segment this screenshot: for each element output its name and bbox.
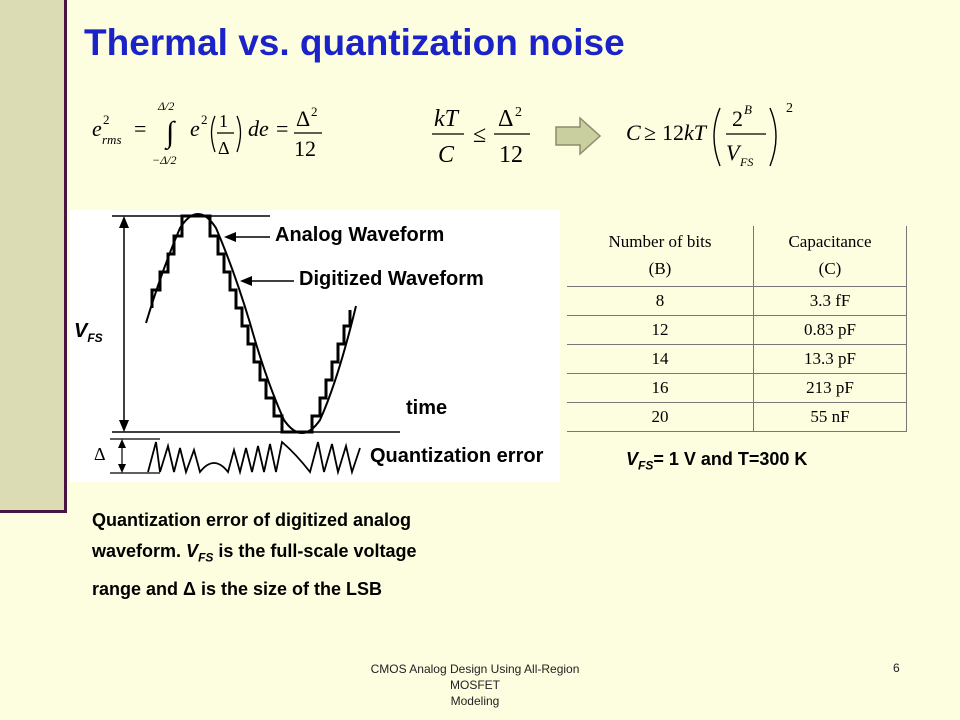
svg-text:e: e bbox=[92, 116, 102, 141]
svg-text:2: 2 bbox=[732, 106, 743, 131]
cell-bits: 8 bbox=[567, 286, 754, 316]
table-row: 14 13.3 pF bbox=[567, 344, 907, 374]
svg-text:2: 2 bbox=[103, 112, 110, 127]
digitized-waveform-label: Digitized Waveform bbox=[299, 268, 484, 290]
quantization-error-label: Quantization error bbox=[370, 445, 544, 467]
table-row: 8 3.3 fF bbox=[567, 286, 907, 316]
table-header-row: Number of bits (B) Capacitance (C) bbox=[567, 226, 907, 287]
svg-text:C: C bbox=[626, 120, 641, 145]
svg-text:Δ: Δ bbox=[296, 106, 310, 131]
bits-capacitance-table: Number of bits (B) Capacitance (C) 8 3.3 fF… bbox=[567, 226, 907, 432]
analog-waveform-label: Analog Waveform bbox=[275, 224, 445, 246]
caption-line-1: Quantization error of digitized analog bbox=[92, 510, 412, 530]
caption-line-3: range and Δ is the size of the LSB bbox=[92, 578, 382, 599]
svg-text:C: C bbox=[438, 142, 455, 168]
svg-text:12: 12 bbox=[499, 142, 523, 168]
svg-text:2: 2 bbox=[201, 112, 208, 127]
svg-text:2: 2 bbox=[311, 104, 318, 119]
svg-text:=: = bbox=[134, 116, 146, 141]
svg-text:Δ/2: Δ/2 bbox=[157, 99, 174, 113]
sidebar-divider-horizontal bbox=[0, 510, 67, 513]
table-row: 16 213 pF bbox=[567, 373, 907, 403]
svg-text:=: = bbox=[276, 116, 288, 141]
svg-text:e: e bbox=[190, 116, 200, 141]
svg-text:rms: rms bbox=[102, 132, 122, 147]
equation-capacitance: C ≥ 12 kT 2 B V FS 2 bbox=[620, 92, 830, 176]
svg-text:de: de bbox=[248, 116, 269, 141]
cell-bits: 12 bbox=[567, 315, 754, 345]
cell-cap: 13.3 pF bbox=[753, 344, 907, 374]
cell-cap: 213 pF bbox=[753, 373, 907, 403]
digitized-waveform bbox=[150, 214, 352, 434]
vfs-label: VFS bbox=[74, 320, 103, 345]
delta-label: Δ bbox=[94, 444, 106, 464]
figure-caption: Quantization error of digitized analog w… bbox=[92, 505, 552, 605]
svg-text:∫: ∫ bbox=[164, 116, 176, 151]
cell-bits: 14 bbox=[567, 344, 754, 374]
svg-text:Δ: Δ bbox=[498, 106, 513, 132]
conditions-note: VFS= 1 V and T=300 K bbox=[626, 449, 808, 473]
svg-text:2: 2 bbox=[515, 105, 522, 120]
quantization-error-trace bbox=[147, 440, 361, 476]
cell-bits: 20 bbox=[567, 402, 754, 432]
svg-text:≤: ≤ bbox=[473, 122, 486, 148]
svg-text:V: V bbox=[726, 140, 742, 165]
svg-text:12: 12 bbox=[662, 120, 684, 145]
svg-text:1: 1 bbox=[219, 111, 228, 131]
cell-cap: 3.3 fF bbox=[753, 286, 907, 316]
svg-text:−Δ/2: −Δ/2 bbox=[152, 153, 176, 167]
sidebar-band bbox=[0, 0, 64, 510]
svg-text:Δ: Δ bbox=[218, 138, 230, 158]
equation-erms: e 2 rms = Δ/2 ∫ −Δ/2 e 2 1 Δ de = Δ 2 12 bbox=[88, 92, 338, 172]
cell-cap: 0.83 pF bbox=[753, 315, 907, 345]
time-axis-label: time bbox=[406, 397, 448, 419]
equation-inequality: kT C ≤ Δ 2 12 bbox=[428, 96, 548, 176]
page-number: 6 bbox=[893, 661, 900, 675]
analog-waveform bbox=[145, 213, 357, 434]
sidebar-divider-vertical bbox=[64, 0, 67, 513]
quantization-figure: Analog Waveform Digitized Waveform VFS t… bbox=[70, 210, 560, 482]
header-capacitance: Capacitance (C) bbox=[753, 226, 907, 287]
svg-text:12: 12 bbox=[294, 136, 316, 161]
footer-text: CMOS Analog Design Using All-Region MOSF… bbox=[370, 662, 580, 708]
svg-text:kT: kT bbox=[434, 106, 460, 132]
waveform-diagram bbox=[110, 213, 400, 476]
caption-line-2: waveform. VFS is the full-scale voltage bbox=[92, 541, 417, 565]
table-row: 12 0.83 pF bbox=[567, 315, 907, 345]
header-bits: Number of bits (B) bbox=[567, 226, 754, 287]
table-row: 20 55 nF bbox=[567, 402, 907, 432]
right-arrow-icon bbox=[554, 116, 604, 156]
cell-cap: 55 nF bbox=[753, 402, 907, 432]
svg-text:≥: ≥ bbox=[644, 120, 656, 145]
svg-text:kT: kT bbox=[684, 120, 708, 145]
svg-text:FS: FS bbox=[739, 155, 753, 169]
cell-bits: 16 bbox=[567, 373, 754, 403]
svg-text:B: B bbox=[744, 102, 752, 117]
slide-title: Thermal vs. quantization noise bbox=[84, 22, 625, 63]
svg-text:2: 2 bbox=[786, 101, 793, 116]
